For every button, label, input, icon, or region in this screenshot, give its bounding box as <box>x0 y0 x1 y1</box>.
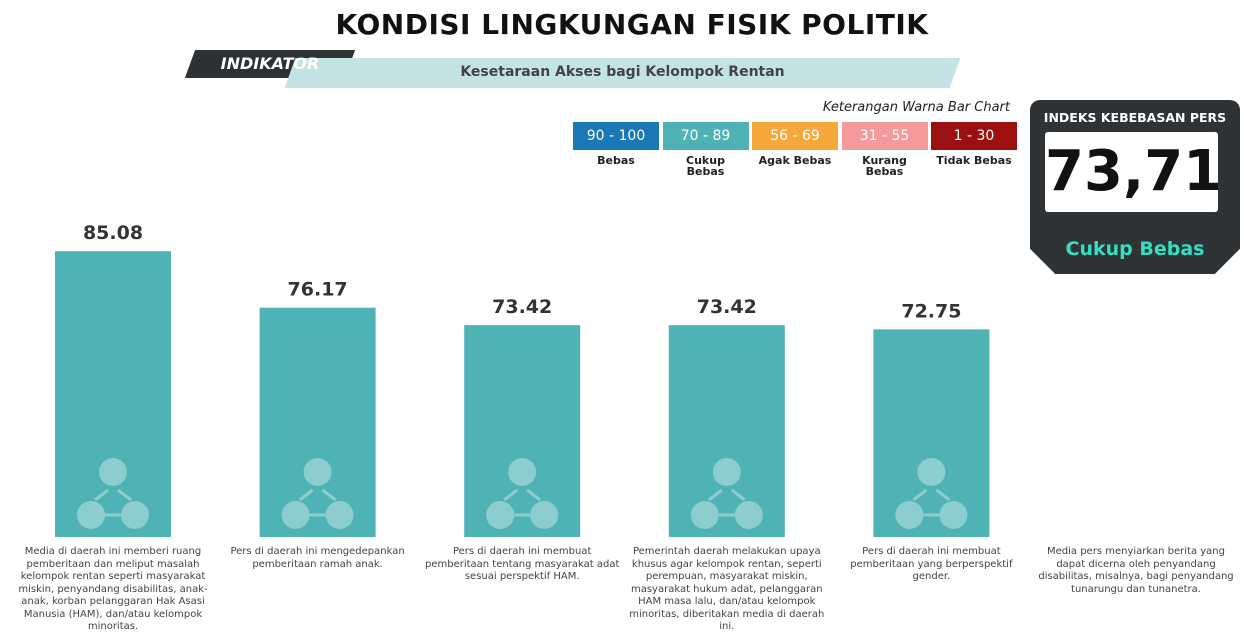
icon-link <box>321 488 337 502</box>
subtitle: Kesetaraan Akses bagi Kelompok Rentan <box>460 64 785 80</box>
index-title: INDEKS KEBEBASAN PERS <box>1043 110 1227 125</box>
bar-icon <box>486 458 559 529</box>
icon-node <box>530 501 559 529</box>
index-box-bottom <box>1030 228 1240 274</box>
icon-node <box>281 501 310 529</box>
icon-node <box>508 458 537 486</box>
legend-swatch: 90 - 100 <box>573 122 659 150</box>
icon-link <box>526 488 542 502</box>
icon-node <box>99 458 127 486</box>
legend-label: Bebas <box>597 154 635 167</box>
bar-icon <box>895 458 968 529</box>
legend-label: Cukup Bebas <box>686 154 725 178</box>
bar-icon <box>690 458 763 529</box>
icon-node <box>121 501 149 529</box>
bar <box>668 325 785 537</box>
category-label: Pers di daerah ini membuat pemberitaan y… <box>850 546 1013 582</box>
icon-node <box>895 501 924 529</box>
bar <box>873 329 990 537</box>
index-value-box <box>1045 132 1218 212</box>
icon-link <box>730 488 746 502</box>
icon-node <box>690 501 719 529</box>
bar-icon <box>281 458 354 529</box>
icon-link <box>912 488 928 502</box>
bar <box>259 307 376 537</box>
value-label: 73.42 <box>697 296 757 318</box>
icon-link <box>707 488 723 502</box>
category-label: Media di daerah ini memberi ruang pember… <box>18 546 208 632</box>
icon-link <box>117 488 132 502</box>
chart-title: KONDISI LINGKUNGAN FISIK POLITIK <box>335 8 929 41</box>
value-label: 85.08 <box>83 222 143 244</box>
legend-label: Agak Bebas <box>758 154 832 167</box>
legend-swatch: 70 - 89 <box>662 122 749 150</box>
icon-node <box>303 458 332 486</box>
value-label: 72.75 <box>901 300 961 322</box>
icon-link <box>935 488 951 502</box>
index-status: Cukup Bebas <box>1065 238 1205 260</box>
icon-node <box>486 501 515 529</box>
legend-swatch: 56 - 69 <box>752 122 838 150</box>
category-label: Media pers menyiarkan berita yang dapat … <box>1038 546 1234 595</box>
icon-link <box>298 488 314 502</box>
value-label: 73.42 <box>492 296 552 318</box>
bar <box>55 251 171 537</box>
bar-icon <box>77 458 149 529</box>
icon-link <box>503 488 519 502</box>
value-label: 76.17 <box>288 279 348 301</box>
legend-label: Kurang Bebas <box>862 154 907 178</box>
icon-node <box>917 458 946 486</box>
indicator-label: INDIKATOR <box>220 54 320 73</box>
legend-label: Tidak Bebas <box>936 154 1012 167</box>
legend-swatch: 1 - 30 <box>931 122 1017 150</box>
icon-link <box>94 488 109 502</box>
index-value: 73,71 <box>1045 139 1223 204</box>
icon-node <box>734 501 763 529</box>
icon-node <box>77 501 105 529</box>
bar <box>464 325 581 537</box>
icon-node <box>712 458 741 486</box>
legend-swatch: 31 - 55 <box>841 122 928 150</box>
category-label: Pers di daerah ini membuat pemberitaan t… <box>424 546 620 582</box>
category-label: Pers di daerah ini mengedepankan pemberi… <box>230 546 405 570</box>
legend-title: Keterangan Warna Bar Chart <box>822 100 1010 115</box>
icon-node <box>325 501 354 529</box>
category-label: Pemerintah daerah melakukan upaya khusus… <box>629 546 825 632</box>
icon-node <box>939 501 968 529</box>
